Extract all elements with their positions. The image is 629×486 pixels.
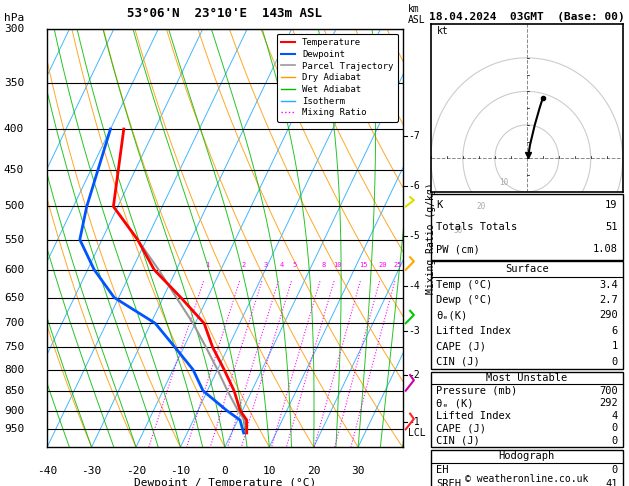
- Text: -10: -10: [170, 466, 191, 476]
- Text: -5: -5: [408, 231, 420, 241]
- Text: 600: 600: [4, 265, 24, 275]
- Text: 5: 5: [292, 261, 297, 268]
- Text: 850: 850: [4, 386, 24, 396]
- Text: 1: 1: [611, 341, 618, 351]
- Text: 750: 750: [4, 342, 24, 352]
- Text: 350: 350: [4, 78, 24, 87]
- Text: kt: kt: [437, 26, 449, 36]
- Legend: Temperature, Dewpoint, Parcel Trajectory, Dry Adiabat, Wet Adiabat, Isotherm, Mi: Temperature, Dewpoint, Parcel Trajectory…: [277, 34, 398, 122]
- Text: 0: 0: [611, 357, 618, 366]
- Text: Pressure (mb): Pressure (mb): [436, 385, 517, 396]
- Text: CIN (J): CIN (J): [436, 436, 480, 446]
- Text: 400: 400: [4, 124, 24, 134]
- Text: 0: 0: [611, 465, 618, 475]
- Text: 450: 450: [4, 165, 24, 175]
- Text: 10: 10: [262, 466, 276, 476]
- Text: θₑ(K): θₑ(K): [436, 311, 467, 320]
- Text: 3.4: 3.4: [599, 279, 618, 290]
- Text: 700: 700: [599, 385, 618, 396]
- Text: 292: 292: [599, 398, 618, 408]
- Text: -1: -1: [408, 417, 420, 427]
- Text: -40: -40: [37, 466, 57, 476]
- Text: -2: -2: [408, 370, 420, 380]
- Text: Most Unstable: Most Unstable: [486, 373, 567, 383]
- Text: 500: 500: [4, 202, 24, 211]
- Text: 4: 4: [280, 261, 284, 268]
- Text: -20: -20: [126, 466, 146, 476]
- Text: 51: 51: [605, 222, 618, 232]
- Text: Lifted Index: Lifted Index: [436, 411, 511, 421]
- Text: 4: 4: [611, 411, 618, 421]
- Text: PW (cm): PW (cm): [436, 244, 480, 254]
- Text: 3: 3: [264, 261, 267, 268]
- Text: 6: 6: [611, 326, 618, 336]
- Text: -6: -6: [408, 181, 420, 191]
- Text: CIN (J): CIN (J): [436, 357, 480, 366]
- Text: 15: 15: [359, 261, 368, 268]
- Text: CAPE (J): CAPE (J): [436, 423, 486, 434]
- Text: 19: 19: [605, 200, 618, 210]
- Text: 0: 0: [611, 436, 618, 446]
- Text: Lifted Index: Lifted Index: [436, 326, 511, 336]
- Text: 1: 1: [205, 261, 209, 268]
- Text: EH: EH: [436, 465, 448, 475]
- Text: 41: 41: [605, 479, 618, 486]
- Text: -7: -7: [408, 131, 420, 141]
- Text: 300: 300: [4, 24, 24, 34]
- Text: 2: 2: [241, 261, 245, 268]
- Text: -30: -30: [82, 466, 102, 476]
- Text: 20: 20: [476, 202, 486, 211]
- Text: 30: 30: [352, 466, 365, 476]
- Text: hPa: hPa: [4, 13, 24, 23]
- Text: 550: 550: [4, 235, 24, 244]
- Text: 0: 0: [221, 466, 228, 476]
- Text: Dewpoint / Temperature (°C): Dewpoint / Temperature (°C): [134, 478, 316, 486]
- Text: 25: 25: [394, 261, 402, 268]
- Text: K: K: [436, 200, 442, 210]
- Text: 8: 8: [321, 261, 325, 268]
- Text: θₑ (K): θₑ (K): [436, 398, 474, 408]
- Text: 800: 800: [4, 364, 24, 375]
- Text: 10: 10: [333, 261, 342, 268]
- Text: km
ASL: km ASL: [408, 4, 425, 25]
- Text: 650: 650: [4, 293, 24, 303]
- Text: -4: -4: [408, 280, 420, 291]
- Text: SREH: SREH: [436, 479, 461, 486]
- Text: -3: -3: [408, 326, 420, 336]
- Text: 20: 20: [379, 261, 387, 268]
- Text: © weatheronline.co.uk: © weatheronline.co.uk: [465, 473, 589, 484]
- Text: 10: 10: [499, 178, 508, 187]
- Text: 53°06'N  23°10'E  143m ASL: 53°06'N 23°10'E 143m ASL: [127, 7, 323, 20]
- Text: 30: 30: [453, 226, 462, 235]
- Text: LCL: LCL: [408, 428, 425, 438]
- Text: 20: 20: [307, 466, 320, 476]
- Text: 290: 290: [599, 311, 618, 320]
- Text: 700: 700: [4, 318, 24, 329]
- Text: 0: 0: [611, 423, 618, 434]
- Text: Dewp (°C): Dewp (°C): [436, 295, 492, 305]
- Text: Mixing Ratio (g/kg): Mixing Ratio (g/kg): [426, 182, 436, 294]
- Text: 900: 900: [4, 405, 24, 416]
- Text: 2.7: 2.7: [599, 295, 618, 305]
- Text: CAPE (J): CAPE (J): [436, 341, 486, 351]
- Text: Temp (°C): Temp (°C): [436, 279, 492, 290]
- Text: Hodograph: Hodograph: [499, 451, 555, 461]
- Text: 1.08: 1.08: [593, 244, 618, 254]
- Text: Surface: Surface: [505, 264, 548, 274]
- Text: Totals Totals: Totals Totals: [436, 222, 517, 232]
- Text: 18.04.2024  03GMT  (Base: 00): 18.04.2024 03GMT (Base: 00): [429, 12, 625, 22]
- Text: 950: 950: [4, 424, 24, 434]
